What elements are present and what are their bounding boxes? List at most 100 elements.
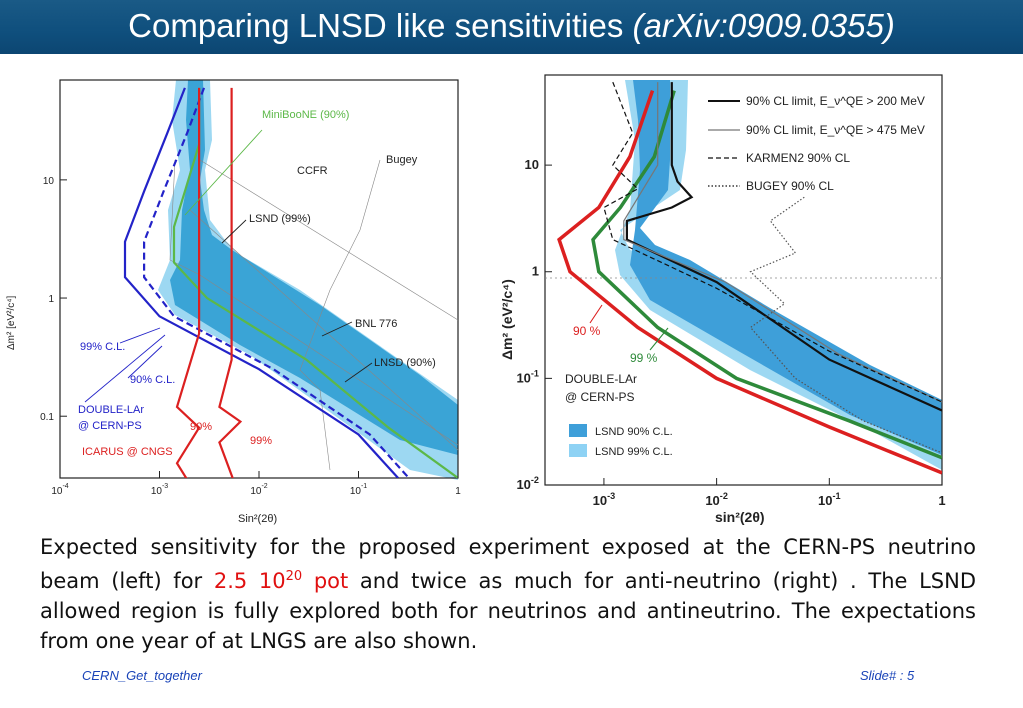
l-x-tick-label-3: 10-1 xyxy=(350,483,367,497)
r-x-tick-label-2: 10-1 xyxy=(818,491,841,508)
r-series-line-1 xyxy=(591,90,942,460)
right-99pct-arrow xyxy=(649,327,669,351)
caption-pot-mantissa: 2.5 10 xyxy=(213,569,286,593)
lsnd99-arrow xyxy=(221,219,247,244)
r-series-line-4 xyxy=(603,81,942,403)
miniboone-label: MiniBooNE (90%) xyxy=(262,109,349,121)
r-y-tick-label-1: 1 xyxy=(532,264,539,279)
right-band-legend: LSND 90% C.L. LSND 99% C.L. xyxy=(569,424,673,458)
icarus-label: ICARUS @ CNGS xyxy=(82,446,173,458)
bnl-line xyxy=(189,209,459,451)
ccfr-line xyxy=(199,159,459,321)
double-lar-label: DOUBLE-LAr xyxy=(78,404,144,416)
slide-title: Comparing LNSD like sensitivities (arXiv… xyxy=(0,6,1023,46)
left-arrows xyxy=(84,129,373,403)
right-y-axis-label: Δm² (eV²/c⁴) xyxy=(499,279,515,360)
bugey-label: Bugey xyxy=(386,154,418,166)
r-y-tick-label-3: 10-2 xyxy=(516,475,539,492)
icarus-99-label: 99% xyxy=(250,435,272,447)
caption-pot-exponent: 20 xyxy=(285,569,303,584)
bnl-arrow xyxy=(321,321,353,337)
l-x-tick-label-4: 1 xyxy=(455,486,461,497)
cern-ps-label: @ CERN-PS xyxy=(78,420,142,432)
title-main: Comparing LNSD like sensitivities xyxy=(128,7,624,44)
right-bands xyxy=(615,80,942,470)
r-y-tick-label-0: 10 xyxy=(525,157,539,172)
left-x-axis-label: Sin²(2θ) xyxy=(238,513,277,525)
right-legend: 90% CL limit, E_ν^QE > 200 MeV 90% CL li… xyxy=(708,94,925,193)
right-90pct-arrow xyxy=(589,304,603,324)
band-label-90: LSND 90% C.L. xyxy=(595,426,673,438)
l-x-tick-label-0: 10-4 xyxy=(51,483,68,497)
r-x-tick-label-0: 10-3 xyxy=(593,491,616,508)
l-series-line-0 xyxy=(123,87,399,478)
cl90-label: 90% C.L. xyxy=(130,374,175,386)
legend-label-200mev: 90% CL limit, E_ν^QE > 200 MeV xyxy=(746,94,925,108)
icarus-90-label: 90% xyxy=(190,421,212,433)
double-lar-arrow xyxy=(84,334,166,403)
miniboone-arrow xyxy=(184,129,263,216)
footer-slide-number: Slide# : 5 xyxy=(860,668,915,683)
cl90-arrow xyxy=(127,345,163,379)
lnsd90-arrow xyxy=(344,362,373,383)
l-x-tick-label-2: 10-2 xyxy=(250,483,267,497)
slide-caption: Expected sensitivity for the proposed ex… xyxy=(40,532,976,656)
r-x-tick-label-3: 1 xyxy=(938,493,945,508)
bugey-line xyxy=(299,159,381,471)
title-reference: (arXiv:0909.0355) xyxy=(632,7,895,44)
ccfr-label: CCFR xyxy=(297,165,328,177)
right-arrows xyxy=(589,304,669,351)
band-swatch-90 xyxy=(569,424,587,437)
l-y-tick-label-1: 1 xyxy=(48,294,54,305)
band-swatch-99 xyxy=(569,444,587,457)
band-label-99: LSND 99% C.L. xyxy=(595,446,673,458)
footer-presentation-name: CERN_Get_together xyxy=(82,668,202,683)
lnsd90-label: LNSD (90%) xyxy=(374,357,436,369)
legend-label-karmen2: KARMEN2 90% CL xyxy=(746,151,850,165)
left-curves xyxy=(123,87,458,478)
caption-part-2: and twice as much for anti-neutrino (rig… xyxy=(40,569,977,653)
lsnd99-thin-line xyxy=(169,159,459,446)
l-y-tick-label-0: 10 xyxy=(43,176,55,187)
title-bar xyxy=(0,0,1023,54)
right-plot-frame xyxy=(544,74,943,486)
r-x-tick-label-1: 10-2 xyxy=(705,491,728,508)
right-cern-ps-label: @ CERN-PS xyxy=(565,390,635,404)
right-y-ticks: 10 1 10-1 10-2 xyxy=(516,157,552,492)
lsnd-90-band xyxy=(630,80,942,455)
right-90pct-label: 90 % xyxy=(573,324,601,338)
left-y-ticks: 10 1 0.1 xyxy=(40,176,67,423)
r-series-line-5 xyxy=(749,196,942,454)
right-sensitivity-chart: 10-3 10-2 10-1 1 10 1 10-1 10-2 sin²(2θ) Δm² (… xyxy=(499,74,946,525)
r-series-line-2 xyxy=(625,82,942,412)
r-series-line-3 xyxy=(623,82,942,403)
right-double-lar-label: DOUBLE-LAr xyxy=(565,372,637,386)
right-99pct-label: 99 % xyxy=(630,351,658,365)
l-series-line-3 xyxy=(175,87,201,478)
r-series-line-0 xyxy=(557,90,942,475)
legend-label-475mev: 90% CL limit, E_ν^QE > 475 MeV xyxy=(746,123,925,137)
left-sensitivity-chart: 10-4 10-3 10-2 10-1 1 10 1 0.1 Sin²(2θ) Δm² [e… xyxy=(6,79,461,525)
l-y-tick-label-2: 0.1 xyxy=(40,412,54,423)
l-series-line-2 xyxy=(172,87,458,478)
left-x-ticks: 10-4 10-3 10-2 10-1 1 xyxy=(51,471,461,497)
cl99-label: 99% C.L. xyxy=(80,341,125,353)
caption-part-1: Expected sensitivity for the proposed ex… xyxy=(40,535,976,593)
l-x-tick-label-1: 10-3 xyxy=(151,483,168,497)
caption-pot-unit: pot xyxy=(302,569,349,593)
left-y-axis-label: Δm² [eV²/c⁴] xyxy=(6,295,17,350)
l-series-line-1 xyxy=(143,87,410,478)
right-curves xyxy=(557,81,942,475)
l-series-line-4 xyxy=(218,87,243,478)
left-annotations: MiniBooNE (90%) CCFR Bugey LSND (99%) BN… xyxy=(78,109,436,458)
lsnd99-label: LSND (99%) xyxy=(249,213,311,225)
right-x-axis-label: sin²(2θ) xyxy=(715,509,765,525)
legend-label-bugey: BUGEY 90% CL xyxy=(746,179,834,193)
lsnd-90-band xyxy=(170,80,458,455)
right-annotations: 90 % 99 % DOUBLE-LAr @ CERN-PS xyxy=(565,324,658,404)
left-bands xyxy=(158,80,458,480)
right-x-ticks: 10-3 10-2 10-1 1 xyxy=(593,478,946,508)
bnl776-label: BNL 776 xyxy=(355,318,397,330)
r-y-tick-label-2: 10-1 xyxy=(516,368,539,385)
cl99-arrow xyxy=(119,327,161,344)
